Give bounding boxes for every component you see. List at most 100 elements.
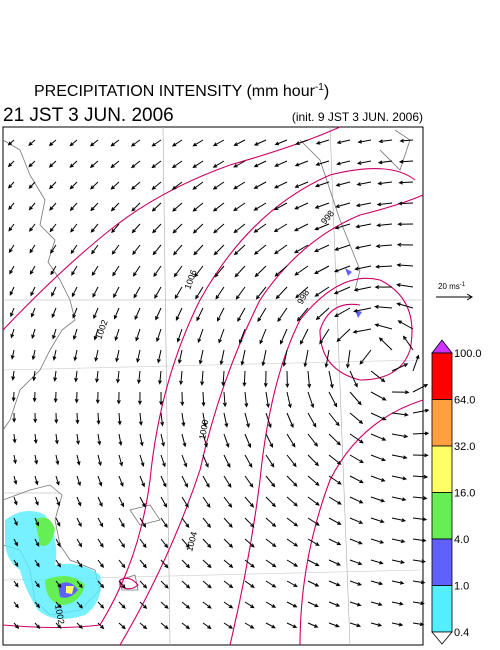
wind-arrow	[160, 580, 169, 589]
wind-arrow	[172, 223, 183, 234]
wind-arrow	[55, 496, 60, 507]
wind-arrow	[286, 538, 299, 547]
wind-arrow	[265, 580, 277, 588]
wind-arrow	[375, 244, 393, 249]
colorbar-label: 32.0	[454, 441, 475, 453]
wind-arrow	[28, 160, 36, 168]
wind-arrow	[412, 453, 429, 458]
wind-arrow	[222, 391, 227, 408]
wind-arrow	[398, 180, 414, 185]
wind-arrow	[202, 538, 212, 549]
wind-arrow	[12, 433, 17, 444]
wind-arrow	[307, 370, 312, 389]
wind-arrow	[233, 223, 246, 234]
wind-arrow	[352, 328, 372, 334]
wind-arrow	[192, 202, 204, 212]
wind-arrow	[307, 517, 320, 526]
wind-arrow	[244, 496, 255, 508]
colorbar-bottom	[431, 631, 453, 645]
isobar-label: 1002	[53, 604, 66, 625]
wind-arrow	[244, 454, 253, 468]
wind-arrow	[244, 391, 249, 408]
wind-arrow	[328, 601, 341, 607]
colorbar-box	[431, 352, 453, 400]
wind-arrow	[314, 181, 330, 188]
wind-arrow	[346, 349, 351, 369]
wind-arrow	[412, 474, 429, 479]
wind-arrow	[370, 475, 386, 482]
wind-arrow	[349, 433, 364, 444]
wind-arrow	[324, 349, 330, 369]
wind-arrow	[153, 265, 162, 278]
wind-arrow	[261, 349, 267, 367]
wind-arrow	[355, 223, 372, 229]
wind-arrow	[295, 139, 309, 145]
wind-arrow	[10, 328, 15, 339]
wind-arrow	[71, 265, 78, 276]
wind-arrow	[273, 181, 288, 189]
wind-arrow	[255, 286, 267, 300]
isobar	[2, 126, 341, 331]
wind-arrow	[391, 496, 407, 502]
wind-arrow	[69, 139, 78, 147]
wind-arrow	[294, 244, 309, 254]
wind-arrow	[97, 475, 103, 487]
wind-arrow	[97, 601, 105, 609]
wind-arrow	[160, 622, 169, 630]
wind-arrow	[110, 202, 120, 212]
wind-arrow	[370, 538, 385, 544]
wind-arrow	[349, 601, 362, 607]
wind-arrow	[349, 559, 363, 566]
wind-arrow	[49, 181, 57, 190]
wind-arrow	[398, 159, 414, 164]
wind-arrow	[233, 202, 246, 212]
wind-arrow	[412, 496, 428, 501]
wind-arrow	[257, 307, 267, 323]
wind-arrow	[70, 223, 78, 233]
wind-arrow	[13, 538, 18, 547]
wind-arrow	[49, 223, 57, 233]
wind-arrow	[274, 139, 288, 146]
wind-arrow	[8, 223, 15, 232]
wind-arrow	[139, 475, 145, 488]
wind-arrow	[32, 370, 37, 382]
wind-arrow	[181, 454, 188, 468]
wind-arrow	[95, 391, 100, 405]
wind-arrow	[235, 286, 246, 300]
wind-arrow	[110, 181, 120, 190]
wind-arrow	[273, 202, 288, 211]
wind-arrow	[160, 454, 166, 468]
wind-arrow	[7, 160, 15, 168]
wind-arrow	[314, 202, 330, 209]
wind-arrow	[265, 412, 272, 429]
wind-arrow	[53, 391, 58, 403]
wind-arrow	[265, 391, 270, 409]
wind-arrow	[12, 412, 17, 423]
wind-arrow	[334, 223, 351, 230]
wind-arrow	[160, 517, 168, 528]
wind-arrow	[349, 370, 358, 388]
wind-arrow	[286, 412, 294, 429]
wind-arrow	[374, 285, 393, 290]
wind-arrow	[118, 517, 125, 528]
wind-arrow	[412, 538, 427, 543]
wind-arrow	[171, 160, 183, 169]
wind-arrow	[34, 454, 39, 465]
wind-arrow	[113, 307, 120, 320]
wind-arrow	[73, 349, 78, 362]
wind-arrow	[118, 559, 126, 569]
graticule	[3, 126, 423, 646]
precip-area	[35, 517, 85, 605]
wind-arrow	[354, 265, 372, 271]
wind-arrow	[110, 139, 120, 147]
wind-arrow	[370, 454, 386, 462]
wind-arrow	[34, 580, 40, 588]
wind-arrow	[223, 538, 234, 548]
wind-arrow	[375, 264, 393, 269]
wind-arrow	[196, 307, 204, 322]
wind-arrow	[328, 433, 341, 446]
wind-arrow	[160, 559, 169, 569]
colorbar-box	[431, 585, 453, 633]
wind-arrow	[69, 181, 78, 190]
wind-arrow	[195, 286, 204, 300]
